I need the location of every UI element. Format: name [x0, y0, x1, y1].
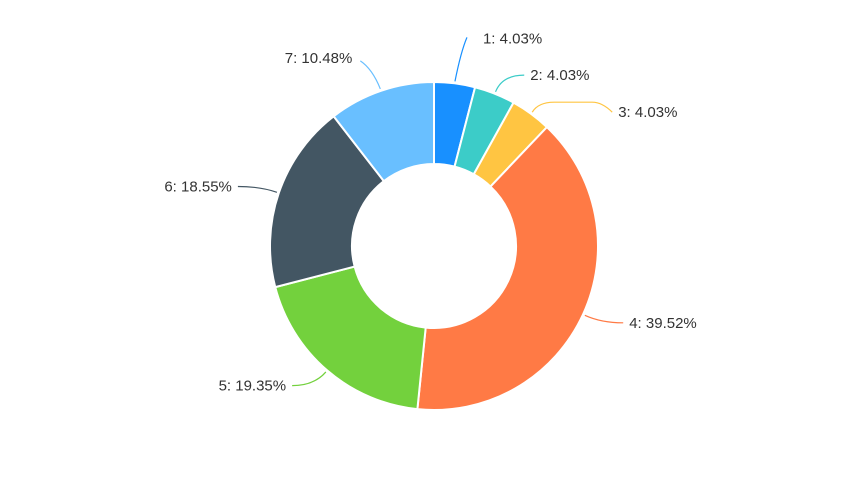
slice-label-1: 1: 4.03%	[483, 30, 542, 47]
slice-label-7: 7: 10.48%	[285, 50, 353, 67]
leader-line-5	[292, 371, 327, 387]
slices-layer	[269, 81, 599, 411]
leader-lines-layer	[237, 37, 624, 387]
slice-label-4: 4: 39.52%	[629, 315, 697, 332]
slice-labels-layer: 1: 4.03% 2: 4.03% 3: 4.03% 4: 39.52% 5: 19.3…	[164, 30, 696, 394]
leader-line-1	[454, 37, 468, 82]
slice-label-6: 6: 18.55%	[164, 178, 232, 195]
slice-label-3: 3: 4.03%	[618, 104, 677, 121]
leader-line-4	[584, 314, 624, 324]
slice-6	[269, 115, 385, 289]
slice-label-5: 5: 19.35%	[219, 378, 287, 395]
slice-5	[274, 265, 427, 411]
leader-line-3	[531, 101, 613, 113]
leader-line-6	[237, 185, 278, 193]
leader-line-2	[494, 74, 525, 93]
slice-label-2: 2: 4.03%	[530, 67, 589, 84]
leader-line-7	[359, 60, 381, 90]
slice-7	[332, 81, 435, 183]
slice-4	[416, 126, 599, 411]
